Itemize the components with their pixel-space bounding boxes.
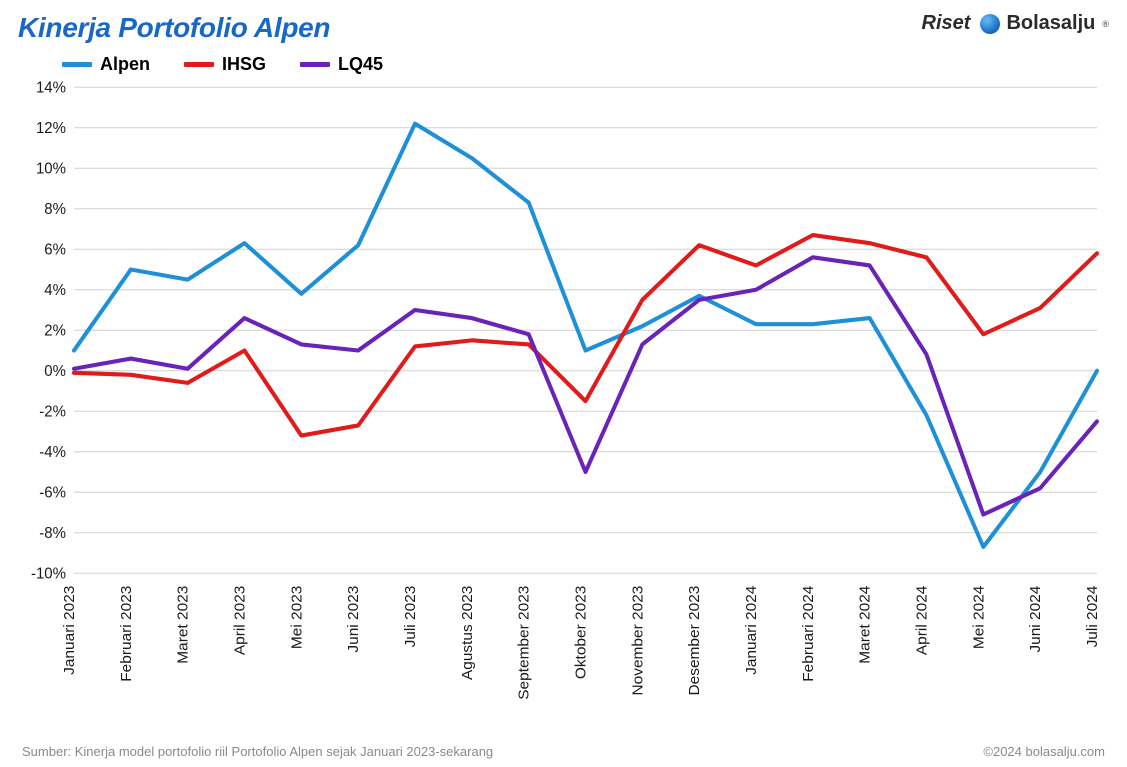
footer-copyright: ©2024 bolasalju.com <box>983 744 1105 759</box>
y-tick-label: 0% <box>44 363 66 380</box>
x-tick-label: Juli 2023 <box>402 586 419 648</box>
x-tick-label: Oktober 2023 <box>573 586 590 680</box>
y-tick-label: 6% <box>44 241 66 258</box>
legend-label: IHSG <box>222 54 266 75</box>
x-tick-label: Agustus 2023 <box>459 586 476 680</box>
x-tick-label: Juni 2023 <box>345 586 362 653</box>
x-tick-label: Februari 2024 <box>800 585 817 682</box>
x-tick-label: Juni 2024 <box>1027 585 1044 653</box>
chart-title: Kinerja Portofolio Alpen <box>18 12 330 44</box>
x-tick-label: Mei 2023 <box>289 586 306 650</box>
x-tick-label: Maret 2023 <box>175 586 192 664</box>
legend-item-ihsg: IHSG <box>184 54 266 75</box>
brand-name: Bolasalju <box>1006 12 1095 35</box>
x-tick-label: Februari 2023 <box>118 586 135 682</box>
y-tick-label: 14% <box>36 79 66 96</box>
legend-swatch <box>62 62 92 67</box>
legend-label: Alpen <box>100 54 150 75</box>
x-tick-label: Mei 2024 <box>971 585 988 649</box>
x-tick-label: November 2023 <box>630 586 647 696</box>
y-tick-label: -4% <box>39 444 66 461</box>
x-tick-label: April 2024 <box>914 585 931 655</box>
series-line-lq45 <box>74 257 1097 514</box>
legend-label: LQ45 <box>338 54 383 75</box>
y-tick-label: 8% <box>44 201 66 218</box>
y-tick-label: -2% <box>39 403 66 420</box>
x-tick-label: Maret 2024 <box>857 585 874 664</box>
y-tick-label: 12% <box>36 120 66 137</box>
y-tick-label: -6% <box>39 484 66 501</box>
legend-item-lq45: LQ45 <box>300 54 383 75</box>
line-chart-svg: -10% -8% -6% -4% -2% 0% 2% 4% 6% 8% 10% 12% 14% Janua… <box>18 79 1109 738</box>
legend-item-alpen: Alpen <box>62 54 150 75</box>
brand-riset: Riset <box>922 12 971 35</box>
x-tick-label: Januari 2023 <box>61 586 78 675</box>
chart-area: -10% -8% -6% -4% -2% 0% 2% 4% 6% 8% 10% 12% 14% Janua… <box>18 79 1109 738</box>
x-tick-label: September 2023 <box>516 586 533 700</box>
y-tick-label: -10% <box>31 565 66 582</box>
brand-ball-icon <box>980 14 1000 34</box>
y-tick-label: 4% <box>44 282 66 299</box>
y-tick-label: -8% <box>39 525 66 542</box>
brand-trademark: ® <box>1102 19 1109 29</box>
x-tick-label: Juli 2024 <box>1084 585 1101 647</box>
x-tick-label: Desember 2023 <box>686 586 703 696</box>
legend-swatch <box>184 62 214 67</box>
legend-swatch <box>300 62 330 67</box>
footer-source: Sumber: Kinerja model portofolio riil Po… <box>22 744 493 759</box>
x-tick-label: Januari 2024 <box>743 585 760 675</box>
chart-legend: Alpen IHSG LQ45 <box>18 50 1109 77</box>
y-tick-label: 2% <box>44 322 66 339</box>
y-tick-label: 10% <box>36 160 66 177</box>
brand-logo: Riset Bolasalju ® <box>922 12 1109 35</box>
x-tick-label: April 2023 <box>232 586 249 656</box>
